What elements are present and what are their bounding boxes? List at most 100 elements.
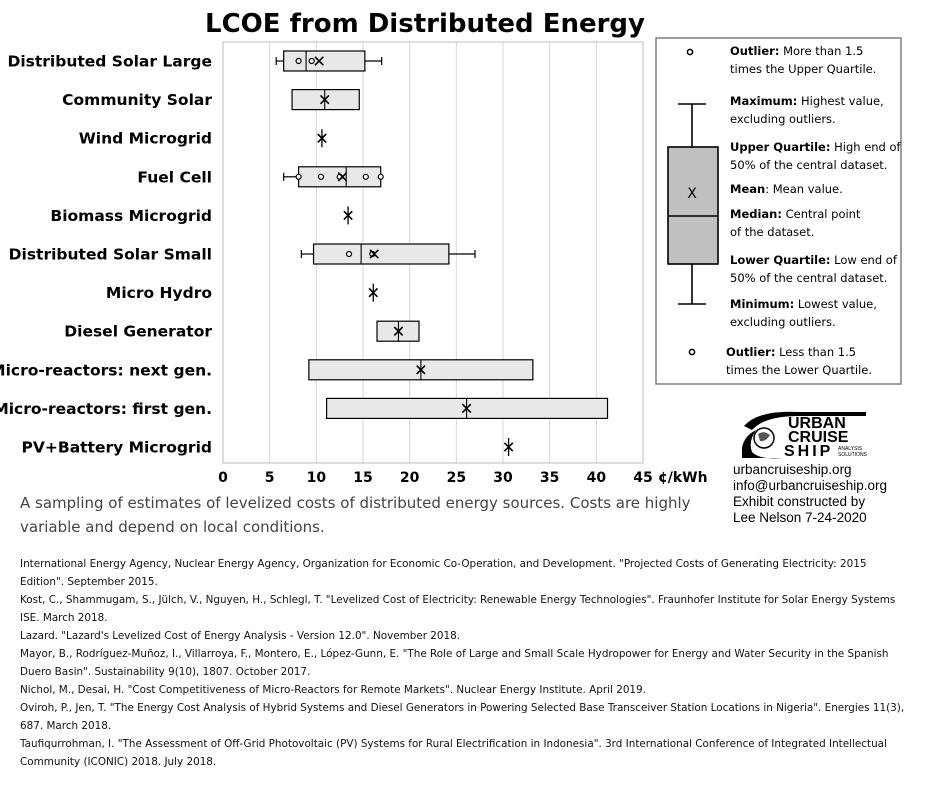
mean-marker [369, 249, 379, 259]
legend-upper_quartile: Upper Quartile: High end of [730, 140, 902, 154]
legend-minimum-desc: Lowest value, [794, 297, 877, 311]
x-tick-label-30: 30 [493, 470, 513, 486]
category-label: Micro-reactors: next gen. [0, 361, 212, 379]
legend-outlier_low-desc: Less than 1.5 [775, 345, 856, 359]
category-label: Wind Microgrid [79, 130, 212, 148]
contact-email[interactable]: info@urbancruiseship.org [733, 478, 888, 493]
legend-outlier_high-desc-2: times the Upper Quartile. [730, 62, 876, 76]
legend-frame [655, 37, 902, 385]
urban-cruise-ship-logo: URBAN CRUISE SHIP ANALYSIS SOLUTIONS [738, 408, 878, 462]
x-tick-label-35: 35 [540, 470, 559, 486]
legend-upper_quartile-label: Upper Quartile: [730, 140, 830, 154]
box-row-2: Wind Microgrid [79, 129, 327, 148]
legend-outlier-low-dot [688, 348, 696, 356]
data-point [377, 173, 384, 180]
reference-item: Lazard. "Lazard's Levelized Cost of Ener… [20, 630, 461, 642]
x-tick-label-5: 5 [265, 470, 275, 486]
mean-marker [503, 442, 514, 452]
box-plot-rows: Distributed Solar Large Community Solar Wi… [0, 50, 609, 457]
legend-mean-marker: X [687, 186, 697, 202]
legend-maximum: Maximum: Highest value, [730, 94, 884, 108]
references-list: International Energy Agency, Nuclear Ene… [20, 555, 910, 771]
x-tick-label-20: 20 [400, 470, 420, 486]
category-label: Distributed Solar Small [9, 246, 212, 264]
box-row-0: Distributed Solar Large [7, 50, 383, 72]
legend: X Outlier: More than 1.5 times the Upper … [655, 37, 902, 385]
legend-mean-label: Mean [730, 182, 765, 196]
legend-median-desc: Central point [782, 207, 861, 221]
mean-marker [393, 326, 404, 336]
box-row-1: Community Solar [62, 88, 360, 111]
iqr-box [283, 50, 366, 72]
box-row-4: Biomass Microgrid [50, 206, 353, 225]
x-tick-label-40: 40 [587, 470, 607, 486]
legend-outlier_low-desc-2: times the Lower Quartile. [726, 363, 872, 377]
legend-outlier_low-label: Outlier: [726, 345, 775, 359]
category-label: Distributed Solar Large [7, 53, 212, 71]
mean-marker [461, 403, 472, 414]
data-point [295, 57, 302, 65]
x-tick-label-10: 10 [307, 470, 327, 486]
legend-maximum-label: Maximum: [730, 94, 797, 108]
category-label: PV+Battery Microgrid [22, 439, 212, 457]
legend-lower_quartile-desc-2: 50% of the central dataset. [730, 271, 887, 285]
legend-maximum-desc-2: excluding outliers. [730, 112, 836, 126]
logo-line-2: CRUISE [788, 429, 849, 446]
legend-mean-desc: : Mean value. [765, 182, 843, 196]
legend-minimum-label: Minimum: [730, 297, 794, 311]
x-tick-label-25: 25 [447, 470, 466, 486]
data-point [362, 173, 369, 180]
reference-item: Taufiqurrohman, I. "The Assessment of Of… [20, 738, 887, 768]
legend-minimum: Minimum: Lowest value, [730, 297, 877, 311]
reference-item: Oviroh, P., Jen, T. "The Energy Cost Ana… [20, 702, 905, 732]
chart-caption: A sampling of estimates of levelized cos… [20, 494, 691, 536]
reference-item: International Energy Agency, Nuclear Ene… [20, 558, 867, 588]
contact-info: urbancruiseship.org info@urbancruiseship… [733, 462, 923, 526]
category-label: Fuel Cell [137, 168, 212, 186]
axis-unit-label: ¢/kWh [658, 470, 708, 486]
mean-marker [314, 56, 324, 66]
legend-mean: Mean: Mean value. [730, 182, 843, 196]
legend-outlier_high-desc: More than 1.5 [779, 44, 863, 58]
category-label: Community Solar [62, 91, 212, 109]
x-axis-ticks: 0 5 10 15 20 25 30 35 40 45 [218, 470, 653, 486]
legend-outlier_high-label: Outlier: [730, 44, 779, 58]
legend-outlier_high: Outlier: More than 1.5 [730, 44, 863, 58]
mean-marker [416, 365, 426, 375]
legend-box [667, 146, 719, 265]
box-row-3: Fuel Cell [137, 166, 384, 188]
mean-marker [343, 210, 353, 221]
category-label: Micro Hydro [106, 284, 212, 302]
box-row-8: Micro-reactors: next gen. [0, 359, 534, 381]
logo-sub-2: SOLUTIONS [838, 452, 868, 458]
legend-median-desc-2: of the dataset. [730, 225, 814, 239]
legend-lower_quartile: Lower Quartile: Low end of [730, 253, 898, 267]
plot-area [222, 41, 644, 464]
box-row-10: PV+Battery Microgrid [22, 438, 514, 457]
data-point [295, 173, 302, 180]
legend-median: Median: Central point [730, 207, 861, 221]
mean-marker [317, 133, 327, 143]
credit-line-2: Lee Nelson 7-24-2020 [733, 510, 867, 525]
data-point [317, 173, 325, 180]
reference-item: Mayor, B., Rodríguez-Muñoz, I., Villarro… [20, 648, 889, 678]
x-tick-label-0: 0 [218, 470, 228, 486]
data-point [345, 250, 353, 258]
box-row-9: Micro-reactors: first gen. [0, 397, 609, 419]
reference-item: Kost, C., Shammugam, S., Jülch, V., Nguy… [20, 594, 896, 624]
category-label: Biomass Microgrid [50, 207, 212, 225]
credit-line-1: Exhibit constructed by [733, 494, 866, 509]
mean-marker [337, 172, 348, 182]
contact-website[interactable]: urbancruiseship.org [733, 462, 852, 477]
box-row-7: Diesel Generator [64, 320, 420, 342]
legend-minimum-desc-2: excluding outliers. [730, 315, 836, 329]
legend-outlier-high-dot [686, 48, 694, 56]
mean-marker [319, 94, 330, 105]
data-point [308, 57, 315, 65]
category-label: Diesel Generator [64, 323, 212, 341]
legend-upper_quartile-desc: High end of [830, 140, 901, 154]
legend-lower_quartile-desc: Low end of [831, 253, 898, 267]
mean-marker [368, 287, 379, 298]
legend-upper_quartile-desc-2: 50% of the central dataset. [730, 158, 887, 172]
